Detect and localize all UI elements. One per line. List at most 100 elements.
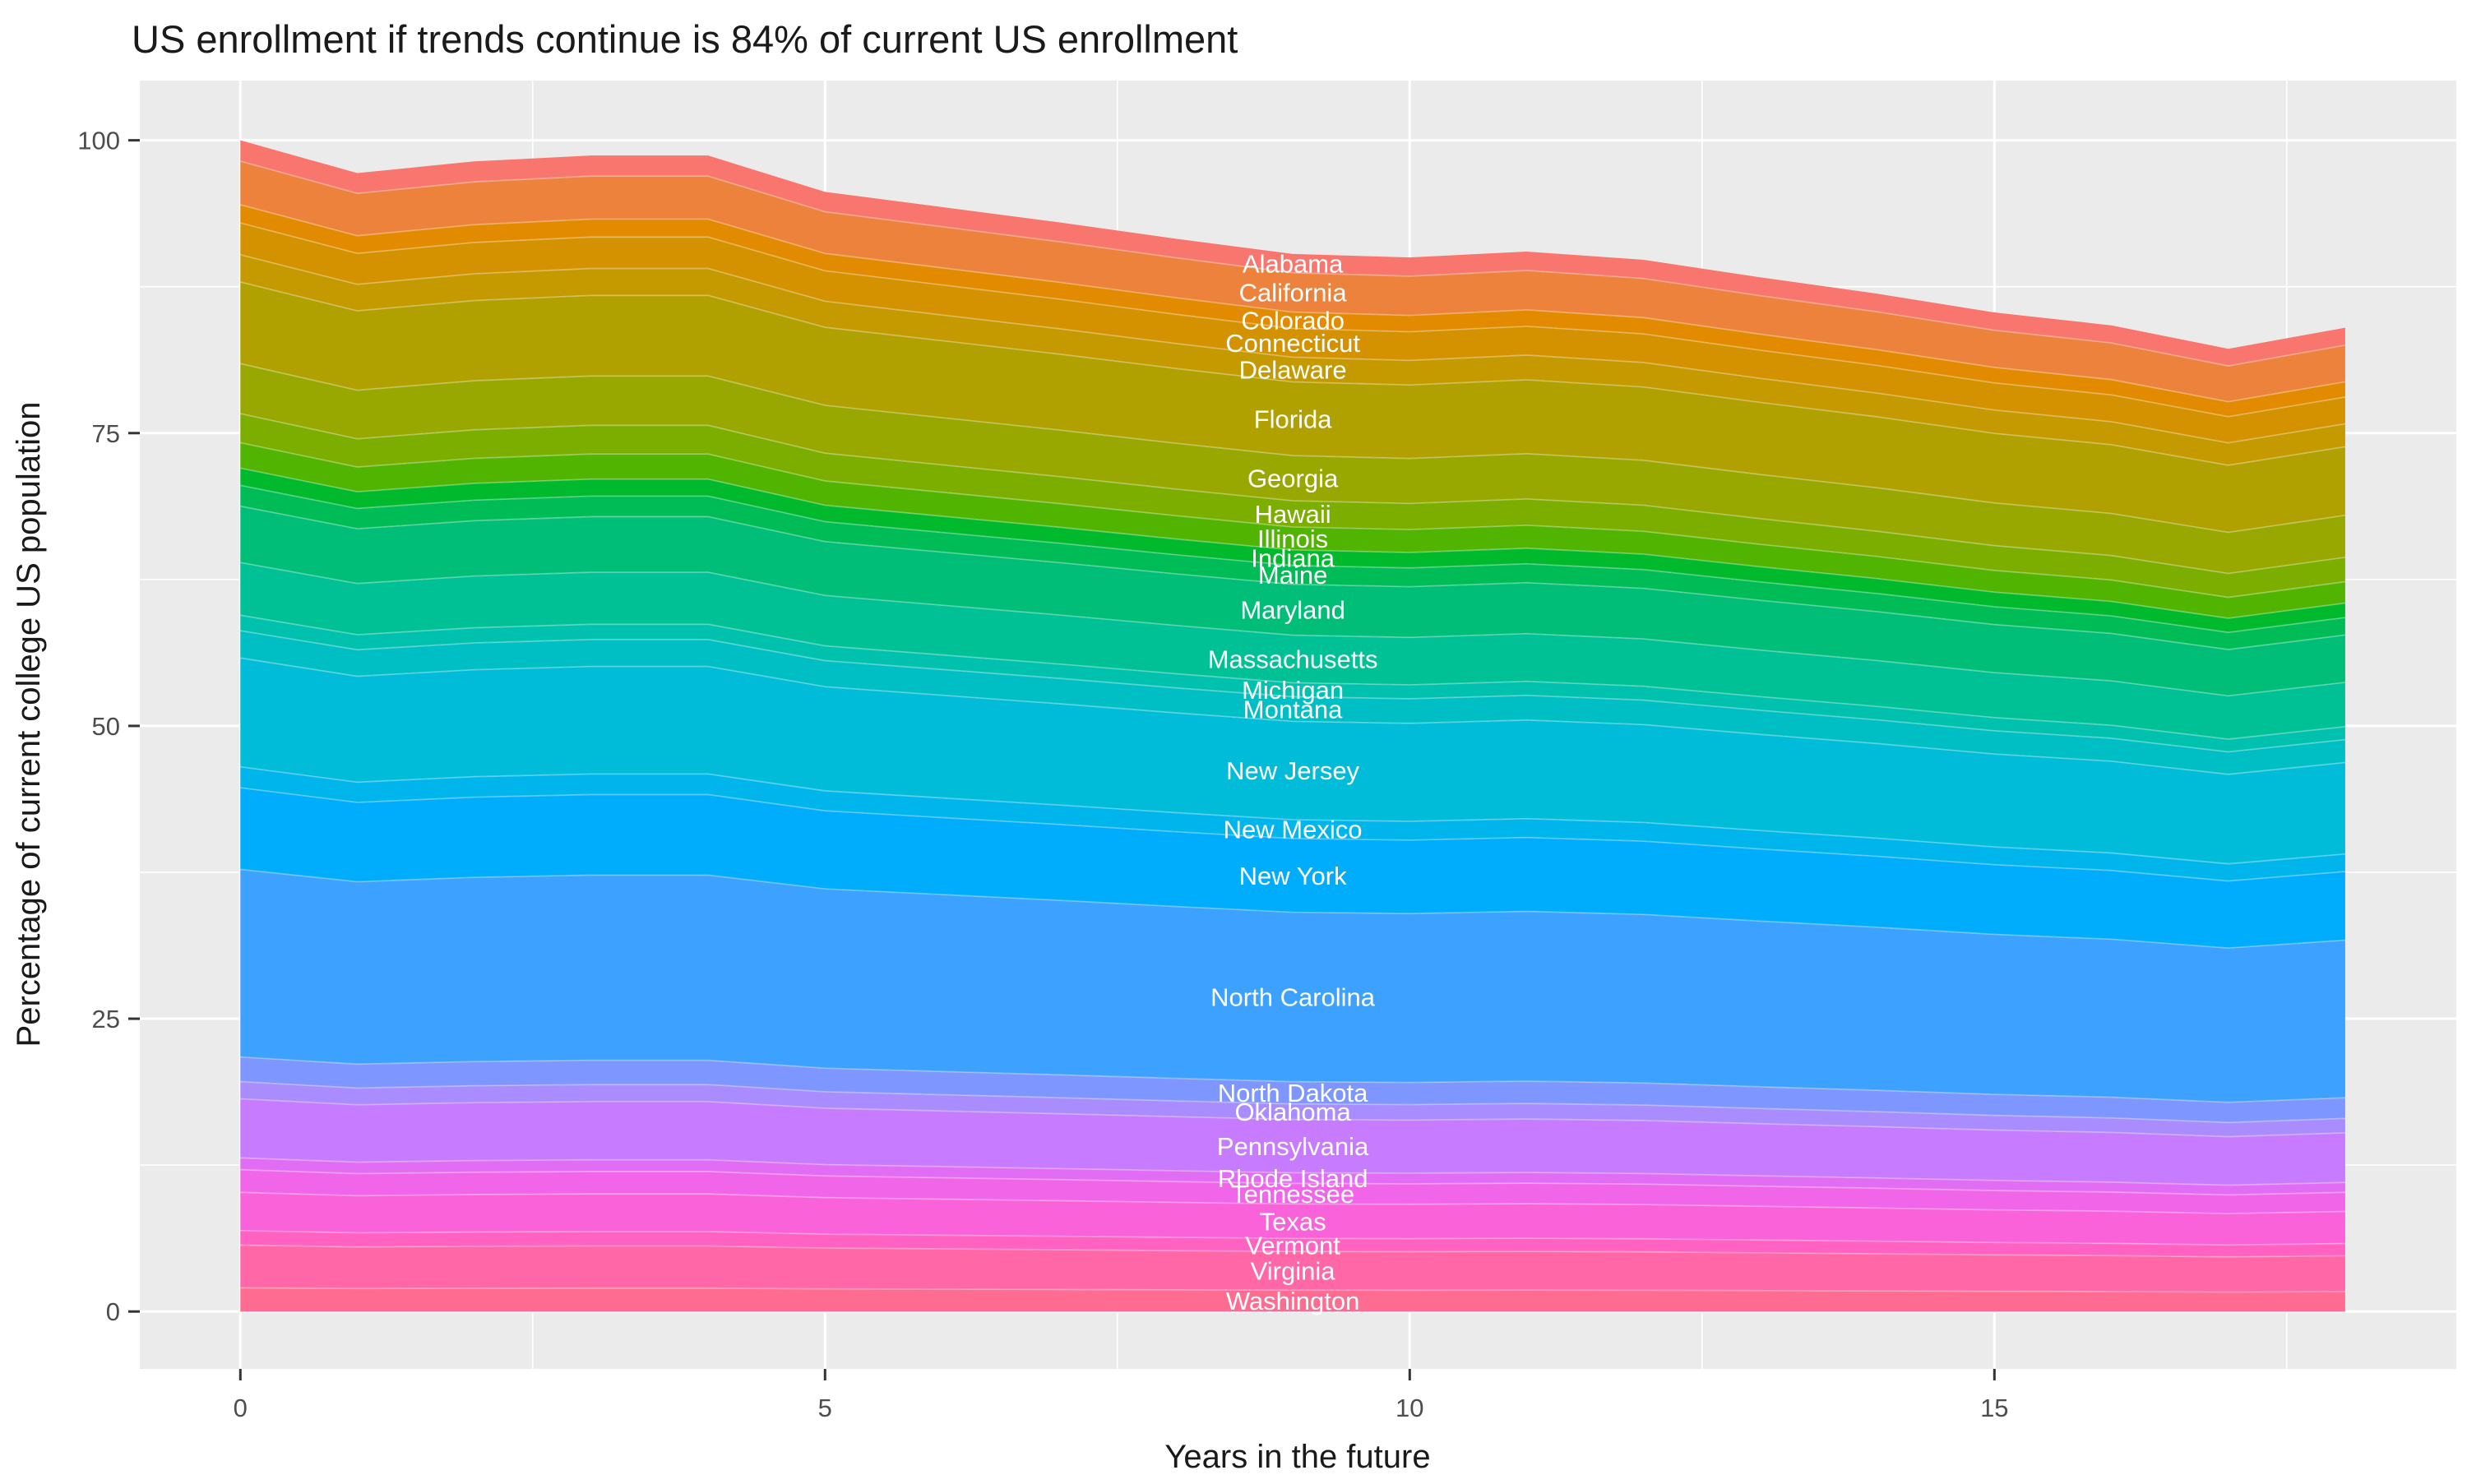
area-delaware — [240, 254, 2345, 465]
x-axis-title: Years in the future — [1164, 1439, 1430, 1475]
area-texas — [240, 1192, 2345, 1246]
area-new-york — [240, 788, 2345, 949]
y-axis-title: Percentage of current college US populat… — [11, 402, 47, 1047]
area-separator — [240, 868, 2345, 950]
state-label-oklahoma: Oklahoma — [1234, 1098, 1351, 1126]
area-tennessee — [240, 1169, 2345, 1214]
y-tick-label: 100 — [77, 127, 120, 155]
area-michigan — [240, 615, 2345, 752]
area-new-mexico — [240, 766, 2345, 881]
state-label-connecticut: Connecticut — [1225, 329, 1360, 358]
area-separator — [240, 787, 2345, 882]
stacked-areas — [240, 140, 2346, 1312]
area-separator — [240, 1229, 2345, 1246]
area-separator — [240, 1287, 2345, 1293]
area-california — [240, 161, 2345, 402]
area-separator — [240, 505, 2346, 650]
area-hawaii — [240, 414, 2345, 598]
state-label-maryland: Maryland — [1240, 596, 1345, 625]
area-separator — [240, 442, 2346, 599]
area-separator — [240, 1098, 2345, 1138]
page-title: US enrollment if trends continue is 84% … — [132, 17, 1238, 61]
area-separator — [240, 630, 2346, 753]
area-maryland — [240, 506, 2345, 696]
x-tick-label: 15 — [1980, 1394, 2008, 1422]
area-separator — [240, 222, 2346, 418]
area-separator — [240, 253, 2346, 444]
state-label-rhode-island: Rhode Island — [1218, 1164, 1368, 1193]
area-separator — [240, 1157, 2345, 1186]
area-separator — [240, 1244, 2345, 1258]
state-label-alabama: Alabama — [1243, 249, 1344, 278]
area-virginia — [240, 1245, 2345, 1292]
area-colorado — [240, 205, 2345, 417]
area-illinois — [240, 442, 2345, 618]
area-separator — [240, 765, 2345, 865]
state-label-washington: Washington — [1226, 1287, 1360, 1315]
area-separator — [240, 1191, 2345, 1215]
area-separator — [240, 562, 2346, 697]
state-label-georgia: Georgia — [1247, 465, 1339, 493]
y-tick-label: 25 — [92, 1005, 120, 1033]
state-label-north-carolina: North Carolina — [1210, 983, 1376, 1012]
area-maine — [240, 485, 2345, 650]
area-connecticut — [240, 223, 2345, 443]
state-label-michigan: Michigan — [1242, 676, 1344, 705]
area-alabama — [240, 140, 2345, 367]
state-label-florida: Florida — [1254, 405, 1333, 433]
area-separator — [240, 657, 2345, 775]
area-separator — [240, 1080, 2345, 1124]
state-label-montana: Montana — [1243, 695, 1343, 724]
area-washington — [240, 1288, 2345, 1312]
area-separator — [240, 1056, 2345, 1103]
area-massachusetts — [240, 562, 2345, 740]
y-tick-label: 0 — [106, 1297, 120, 1326]
state-label-north-dakota: North Dakota — [1218, 1079, 1368, 1107]
area-separator — [240, 363, 2346, 534]
area-north-carolina — [240, 869, 2345, 1103]
x-tick-label: 5 — [818, 1394, 832, 1422]
state-label-pennsylvania: Pennsylvania — [1217, 1132, 1369, 1161]
state-label-texas: Texas — [1260, 1207, 1326, 1236]
area-separator — [240, 160, 2346, 367]
area-oklahoma — [240, 1081, 2345, 1137]
area-separator — [240, 467, 2346, 619]
state-label-delaware: Delaware — [1239, 355, 1347, 384]
area-indiana — [240, 468, 2345, 633]
state-labels: AlabamaCaliforniaColoradoConnecticutDela… — [1208, 249, 1378, 1315]
area-separator — [240, 1168, 2345, 1196]
area-montana — [240, 631, 2345, 774]
area-separator — [240, 614, 2346, 740]
state-label-colorado: Colorado — [1241, 307, 1345, 335]
x-tick-label: 10 — [1395, 1394, 1423, 1422]
state-label-virginia: Virginia — [1251, 1257, 1336, 1286]
state-label-vermont: Vermont — [1245, 1231, 1340, 1260]
area-georgia — [240, 363, 2345, 574]
area-rhode-island — [240, 1158, 2345, 1195]
state-label-indiana: Indiana — [1251, 543, 1335, 572]
state-label-new-york: New York — [1239, 862, 1347, 890]
axis-ticks: 0 25 50 75 100 0 5 10 15 — [77, 127, 2008, 1422]
state-label-california: California — [1239, 279, 1348, 307]
area-separator — [240, 484, 2346, 634]
state-label-illinois: Illinois — [1257, 525, 1328, 553]
area-florida — [240, 282, 2345, 533]
state-label-new-mexico: New Mexico — [1224, 815, 1363, 844]
area-north-dakota — [240, 1056, 2345, 1123]
area-pennsylvania — [240, 1098, 2345, 1186]
state-label-tennessee: Tennessee — [1231, 1180, 1354, 1209]
area-vermont — [240, 1230, 2345, 1257]
area-separator — [240, 204, 2346, 403]
area-separator — [240, 281, 2346, 466]
state-label-maine: Maine — [1258, 561, 1327, 589]
state-label-hawaii: Hawaii — [1255, 500, 1331, 529]
state-label-massachusetts: Massachusetts — [1208, 645, 1378, 674]
area-separator — [240, 413, 2346, 575]
state-label-new-jersey: New Jersey — [1226, 756, 1359, 785]
y-tick-label: 50 — [92, 712, 120, 741]
y-tick-label: 75 — [92, 419, 120, 448]
x-tick-label: 0 — [234, 1394, 248, 1422]
area-new-jersey — [240, 658, 2345, 864]
